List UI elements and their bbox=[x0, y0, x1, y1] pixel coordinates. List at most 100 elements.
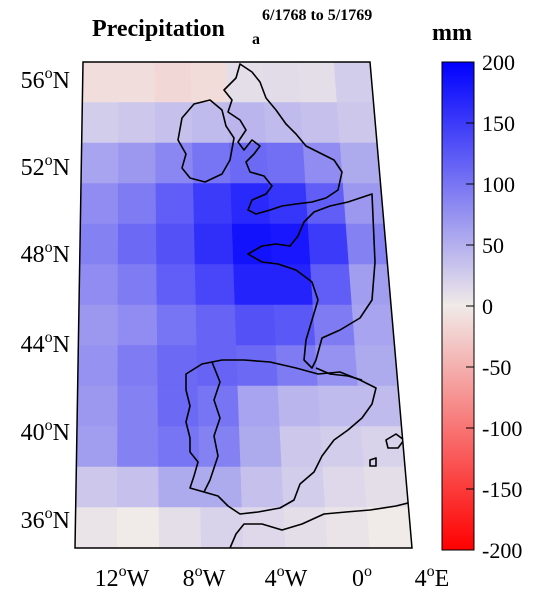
heatmap-cell bbox=[155, 223, 196, 265]
heatmap-cell bbox=[339, 142, 381, 184]
heatmap-cell bbox=[366, 507, 412, 548]
heatmap-cell bbox=[157, 345, 199, 387]
heatmap-cell bbox=[157, 385, 200, 427]
heatmap-cell bbox=[196, 345, 239, 387]
latitude-label: 48oN bbox=[21, 239, 70, 268]
heatmap-cell bbox=[277, 385, 321, 427]
menorca-coastline bbox=[407, 427, 412, 435]
heatmap-cell bbox=[118, 62, 156, 103]
heatmap-cell bbox=[76, 385, 119, 427]
heatmap-cell bbox=[118, 102, 156, 144]
longitude-label: 0o bbox=[352, 563, 372, 592]
colorbar: mm 200 150 100 50 0 -50 -100 -150 -200 bbox=[432, 20, 522, 563]
heatmap-cell bbox=[240, 466, 285, 508]
longitude-label: 12oW bbox=[95, 563, 150, 592]
latitude-label: 56oN bbox=[21, 65, 70, 94]
heatmap-cell bbox=[300, 102, 341, 144]
heatmap-cell bbox=[117, 264, 158, 306]
heatmap-cell bbox=[81, 102, 120, 144]
heatmap-cell bbox=[351, 304, 395, 346]
heatmap-cell bbox=[192, 183, 233, 225]
heatmap-cell bbox=[263, 102, 304, 144]
heatmap-cell bbox=[154, 102, 193, 144]
title-main: Precipitation bbox=[92, 16, 225, 42]
heatmap-cell bbox=[324, 507, 371, 548]
longitude-label: 8oW bbox=[183, 563, 226, 592]
colorbar-tick-label: -50 bbox=[482, 355, 511, 380]
latitude-label: 52oN bbox=[21, 152, 70, 181]
heatmap-cell bbox=[191, 102, 230, 144]
heatmap-cell bbox=[155, 183, 195, 225]
title-subscript: a bbox=[252, 31, 260, 48]
heatmap-cell bbox=[200, 507, 244, 548]
colorbar-tick-label: 200 bbox=[482, 50, 515, 75]
latitude-label: 40oN bbox=[21, 417, 70, 446]
heatmap-cell bbox=[118, 142, 157, 184]
ireland-coastline bbox=[177, 99, 235, 183]
heatmap-cell bbox=[117, 385, 159, 427]
heatmap-cell bbox=[156, 264, 197, 306]
north-africa-coastline bbox=[229, 501, 412, 548]
colorbar-ticks: 200 150 100 50 0 -50 -100 -150 -200 bbox=[466, 50, 522, 563]
heatmap-cell bbox=[117, 426, 159, 468]
heatmap-cell bbox=[279, 426, 324, 468]
heatmap-cell bbox=[80, 142, 119, 184]
spain-portugal-border bbox=[203, 361, 221, 493]
heatmap-cell bbox=[317, 385, 362, 427]
heatmap-cell bbox=[156, 304, 198, 346]
heatmap-cell bbox=[75, 466, 118, 508]
heatmap-cell bbox=[307, 223, 350, 265]
heatmap-cell bbox=[336, 102, 378, 144]
heatmap-cell bbox=[117, 183, 157, 225]
heatmap-cell bbox=[157, 426, 200, 468]
latitude-label: 44oN bbox=[21, 329, 70, 358]
latitude-labels: 56oN 52oN 48oN 44oN 40oN 36oN bbox=[21, 65, 70, 534]
map-frame bbox=[74, 61, 413, 549]
heatmap-cell bbox=[75, 507, 118, 548]
heatmap-cell bbox=[190, 62, 229, 103]
heatmap-cell bbox=[198, 426, 242, 468]
heatmap-cell bbox=[154, 62, 192, 103]
heatmap-grid bbox=[75, 62, 412, 548]
title-superscript: 6/1768 to 5/1769 bbox=[262, 7, 372, 24]
latitude-label: 36oN bbox=[21, 505, 70, 534]
coastline-outlines bbox=[177, 63, 412, 548]
heatmap-cell bbox=[155, 142, 194, 184]
heatmap-cell bbox=[297, 62, 338, 103]
colorbar-tick-label: 0 bbox=[482, 294, 493, 319]
heatmap-cell bbox=[262, 62, 302, 103]
heatmap-cell bbox=[315, 345, 359, 387]
colorbar-tick-label: -150 bbox=[482, 477, 522, 502]
mallorca-coastline bbox=[385, 433, 405, 449]
heatmap-cell bbox=[275, 345, 319, 387]
heatmap-cell bbox=[116, 507, 160, 548]
longitude-label: 4oW bbox=[265, 563, 308, 592]
longitude-label: 4oE bbox=[415, 563, 450, 592]
heatmap-cell bbox=[357, 385, 402, 427]
heatmap-cell bbox=[77, 345, 119, 387]
heatmap-cell bbox=[192, 142, 232, 184]
heatmap-cell bbox=[194, 264, 236, 306]
longitude-labels: 12oW 8oW 4oW 0o 4oE bbox=[95, 563, 450, 592]
colorbar-tick-label: 50 bbox=[482, 233, 504, 258]
heatmap-cell bbox=[320, 426, 365, 468]
heatmap-cell bbox=[79, 183, 119, 225]
heatmap-cell bbox=[237, 385, 281, 427]
heatmap-cell bbox=[75, 426, 118, 468]
heatmap-cell bbox=[81, 62, 120, 103]
colorbar-tick-label: 100 bbox=[482, 172, 515, 197]
heatmap-cell bbox=[193, 223, 234, 265]
colorbar-tick-label: 150 bbox=[482, 111, 515, 136]
heatmap-cell bbox=[77, 304, 119, 346]
heatmap-cell bbox=[79, 223, 119, 265]
heatmap-cell bbox=[333, 62, 374, 103]
heatmap-cell bbox=[233, 264, 275, 306]
heatmap-cell bbox=[345, 223, 388, 265]
heatmap-cell bbox=[116, 466, 160, 508]
heatmap-cell bbox=[117, 345, 159, 387]
france-spain-border bbox=[315, 367, 363, 381]
heatmap-cell bbox=[281, 466, 326, 508]
heatmap-cell bbox=[273, 304, 316, 346]
great-britain-coastline bbox=[223, 63, 343, 215]
heatmap-cell bbox=[234, 304, 277, 346]
